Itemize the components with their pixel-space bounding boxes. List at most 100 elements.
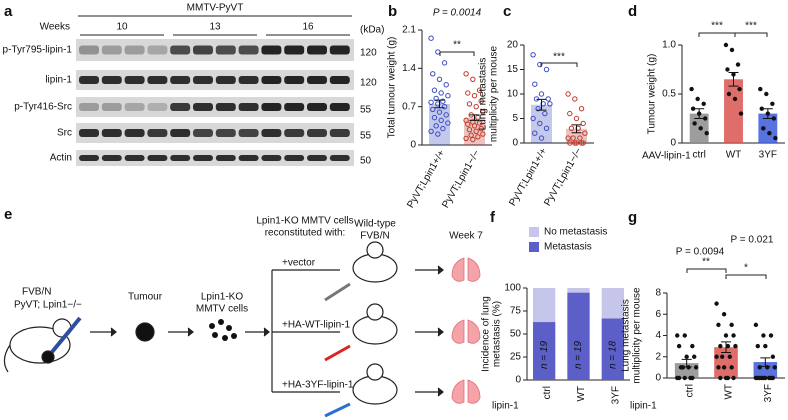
blot-band	[124, 155, 145, 161]
blot-band	[101, 155, 122, 161]
data-point	[704, 131, 709, 136]
data-point	[538, 135, 545, 141]
y-tick-label: 15	[507, 64, 519, 75]
annotation: ***	[745, 21, 757, 32]
error-bar	[728, 71, 739, 87]
data-point	[428, 128, 434, 135]
bar-segment	[567, 288, 590, 293]
blot-band	[238, 103, 259, 111]
blot-band	[329, 103, 350, 111]
panel-label: b	[388, 3, 397, 20]
blot-band	[79, 76, 99, 84]
data-point	[473, 103, 479, 110]
cells-label: Lpin1-KO	[201, 292, 243, 303]
data-point	[716, 322, 721, 328]
blot-band	[215, 45, 236, 55]
y-tick-label: 1.0	[662, 40, 676, 51]
blot-band	[101, 103, 122, 111]
recipient-label: Wild-type	[354, 219, 396, 230]
blot-band	[147, 155, 168, 161]
bar	[429, 103, 450, 145]
data-point	[438, 117, 444, 124]
blot-band	[215, 129, 236, 137]
y-axis-title: multiplicity per mouse	[489, 45, 500, 142]
data-point	[684, 354, 689, 359]
data-point	[545, 96, 551, 102]
blot-band	[193, 45, 213, 55]
x-axis-title: lipin-1	[492, 401, 519, 412]
x-tick-label: PyVT;Lpin1−/−	[440, 148, 482, 210]
data-point	[703, 116, 708, 121]
data-point	[476, 87, 483, 93]
data-point	[725, 67, 730, 72]
blot-band	[170, 103, 191, 111]
data-point	[438, 90, 444, 96]
x-tick-label: WT	[576, 386, 587, 402]
blot-band	[124, 45, 145, 55]
sig-bracket	[725, 274, 767, 279]
data-point	[530, 52, 536, 58]
data-point	[431, 87, 438, 93]
blot-band	[193, 76, 213, 84]
kda-label: 55	[360, 105, 372, 116]
data-point	[693, 365, 699, 370]
blot-band	[170, 155, 191, 161]
y-tick-label: 100	[504, 283, 521, 294]
data-point	[578, 140, 585, 146]
y-tick-label: 0	[515, 375, 521, 386]
blot-band	[261, 76, 282, 84]
x-tick-label: PyVT;Lpin1+/+	[507, 146, 549, 208]
blot-band	[215, 76, 236, 84]
blot-strip	[76, 97, 354, 117]
data-point	[473, 128, 479, 135]
y-axis-title: Incidence of lung	[481, 296, 492, 372]
data-point	[542, 110, 548, 117]
x-tick-label: ctrl	[692, 150, 705, 161]
week-label: 13	[209, 22, 221, 33]
data-point	[443, 112, 449, 118]
annotation: P = 0.021	[731, 235, 774, 246]
sig-bracket	[540, 62, 578, 67]
data-point	[480, 109, 486, 115]
blot-band	[79, 103, 99, 111]
data-point	[753, 322, 759, 328]
blot-band	[124, 103, 145, 111]
y-tick-label: 5	[512, 113, 518, 124]
data-point	[428, 99, 434, 105]
blot-band	[284, 45, 305, 55]
data-point	[431, 114, 438, 121]
data-point	[714, 301, 719, 306]
data-point	[465, 90, 471, 96]
construct-label: +HA-WT-lipin-1	[282, 320, 351, 331]
bar-segment	[601, 318, 624, 380]
bar-label: n = 19	[573, 341, 584, 370]
data-point	[537, 120, 543, 127]
data-point	[761, 333, 766, 338]
data-point	[465, 121, 471, 127]
data-point	[471, 123, 478, 129]
reconstituted-label: reconstituted with:	[265, 228, 346, 239]
data-point	[580, 140, 586, 146]
data-point	[759, 106, 764, 111]
blot-band	[124, 76, 145, 84]
data-point	[692, 354, 697, 359]
panel-label: e	[4, 206, 12, 223]
data-point	[440, 125, 446, 132]
data-point	[480, 131, 486, 137]
y-axis-title: Lung metastasis	[478, 58, 489, 131]
data-point	[770, 375, 776, 381]
diagram-shapes	[3, 241, 481, 418]
blot-band	[261, 155, 282, 161]
data-point	[435, 131, 441, 137]
error-bar	[571, 124, 582, 134]
blot-strip	[76, 150, 354, 166]
annotation: **	[453, 40, 461, 51]
legend-label: Metastasis	[544, 242, 592, 253]
legend-swatch	[529, 227, 539, 237]
blot-band	[170, 45, 191, 55]
data-point	[532, 130, 538, 136]
data-point	[478, 125, 484, 132]
timepoint-label: Week 7	[449, 231, 483, 242]
blot-band	[79, 155, 99, 161]
error-bar	[721, 341, 731, 353]
